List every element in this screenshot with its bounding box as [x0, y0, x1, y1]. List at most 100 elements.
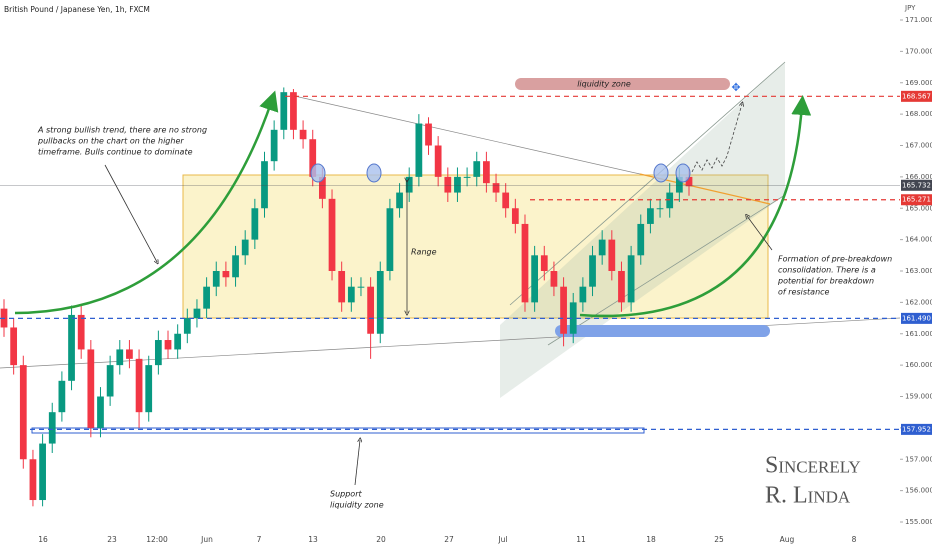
x-tick-label: 8 — [852, 535, 857, 544]
candle-body — [531, 255, 539, 303]
y-tick-label: 155.000 — [905, 518, 932, 526]
candle-body — [598, 239, 606, 256]
candle-body — [608, 239, 616, 271]
candle-body — [48, 412, 56, 444]
x-tick-label: 20 — [376, 535, 386, 544]
candle-body — [68, 314, 75, 381]
level-label: 161.490 — [902, 314, 931, 322]
candle-body — [299, 129, 307, 140]
candle-body — [77, 314, 85, 350]
y-tick-label: 156.000 — [905, 487, 932, 495]
note-arrow — [354, 440, 360, 486]
levels — [0, 95, 900, 430]
candle-body — [444, 176, 452, 193]
candle-body — [232, 255, 239, 278]
candles — [0, 87, 693, 507]
y-tick-label: 163.000 — [905, 267, 932, 275]
candle-body — [319, 176, 326, 199]
candle-body — [135, 358, 143, 413]
touch — [310, 163, 326, 183]
candle-body — [126, 349, 133, 359]
candle-body — [396, 192, 403, 209]
candle-body — [10, 327, 18, 366]
drawings — [0, 61, 901, 434]
candle-body — [174, 333, 182, 350]
candle-body — [280, 92, 288, 130]
candle-body — [627, 255, 635, 303]
candle-body — [309, 139, 317, 177]
range-label: Range — [411, 248, 437, 257]
candle-body — [39, 443, 46, 501]
y-tick-label: 159.000 — [905, 393, 932, 401]
candle-body — [193, 308, 201, 319]
y-tick-label: 164.000 — [905, 236, 932, 244]
candle-body — [579, 286, 587, 303]
trend-note: A strong bullish trend, there are no str… — [37, 126, 207, 135]
candle-body — [647, 208, 654, 224]
x-tick-label: Jun — [200, 535, 213, 544]
target-icon: ✥ — [731, 81, 740, 94]
y-tick-label: 165.000 — [905, 204, 932, 212]
candle-body — [434, 145, 442, 177]
touch — [675, 163, 691, 183]
candle-body — [386, 208, 394, 271]
y-tick-label: 160.000 — [905, 361, 932, 369]
touch — [366, 163, 382, 183]
level-label: 165.271 — [902, 196, 931, 204]
candle-body — [97, 396, 104, 428]
candle-body — [58, 380, 66, 413]
candle-body — [550, 271, 558, 287]
signature: Sincerely — [765, 453, 861, 479]
liquidity-label: liquidity zone — [577, 80, 631, 89]
candle-body — [454, 176, 461, 193]
candle-body — [569, 302, 577, 334]
candle-body — [367, 286, 374, 334]
liquidity-zone — [515, 78, 730, 90]
level-tag — [901, 312, 932, 324]
y-tick-label: 167.000 — [905, 142, 932, 150]
candle-body — [328, 198, 336, 271]
candle-body — [241, 239, 249, 256]
candle-body — [637, 223, 645, 256]
candle-body — [164, 340, 172, 350]
candle-body — [666, 192, 674, 209]
x-tick-label: 13 — [308, 535, 318, 544]
candle-body — [347, 286, 355, 303]
trend-curve — [579, 95, 812, 318]
candle-body — [425, 123, 432, 146]
touches — [310, 163, 691, 183]
x-tick-label: Aug — [780, 535, 795, 544]
x-tick-label: Jul — [497, 535, 507, 544]
candle-body — [521, 223, 529, 303]
candle-body — [357, 286, 365, 288]
y-axis: 171.000 170.000 169.000 168.000 167.000 166.0… — [900, 16, 932, 526]
candle-body — [473, 161, 481, 177]
y-tick-label: 162.000 — [905, 298, 932, 306]
x-tick-label: 23 — [107, 535, 117, 544]
candle-body — [511, 208, 519, 224]
formation-note: Formation of pre-breakdown — [778, 255, 892, 264]
channel-line — [547, 194, 786, 346]
candle-body — [261, 161, 268, 209]
candle-body — [270, 129, 278, 162]
candle-body — [116, 349, 124, 366]
candle-body — [290, 92, 297, 130]
x-tick-label: 25 — [714, 535, 724, 544]
level-label: 165.732 — [902, 181, 931, 189]
x-tick-label: 18 — [646, 535, 656, 544]
x-tick-label: 16 — [38, 535, 48, 544]
trend-note: pullbacks on the chart on the higher — [37, 137, 184, 146]
candle-body — [656, 208, 664, 210]
candle-body — [87, 349, 95, 428]
level-tag — [901, 179, 932, 191]
y-tick-label: 170.000 — [905, 47, 932, 55]
y-tick-label: 171.000 — [905, 16, 932, 24]
candle-body — [19, 365, 27, 460]
candle-body — [675, 176, 683, 193]
candle-body — [251, 208, 259, 240]
x-tick-label: 7 — [257, 535, 262, 544]
candle-body — [685, 176, 693, 187]
level-label: 157.952 — [902, 425, 931, 433]
level-tag — [901, 194, 932, 206]
